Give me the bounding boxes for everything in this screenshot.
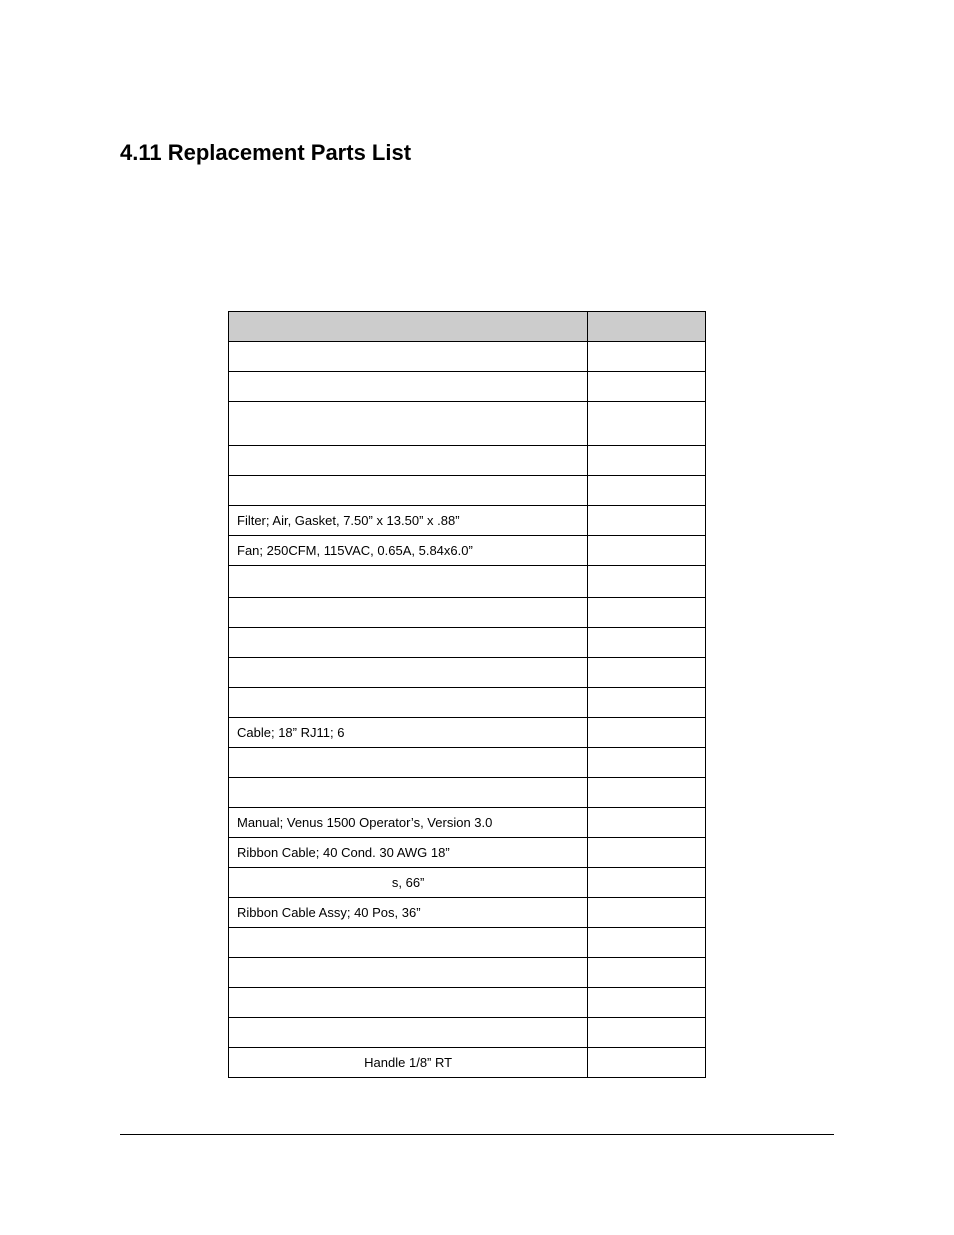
table-row — [229, 688, 706, 718]
table-row — [229, 928, 706, 958]
table-cell-partno — [588, 748, 706, 778]
table-row — [229, 342, 706, 372]
table-cell-partno — [588, 1018, 706, 1048]
table-row: Ribbon Cable Assy; 40 Pos, 36” — [229, 898, 706, 928]
table-cell-description — [229, 778, 588, 808]
table-row — [229, 778, 706, 808]
table-row — [229, 402, 706, 446]
table-cell-description: Ribbon Cable Assy; 40 Pos, 36” — [229, 898, 588, 928]
table-cell-partno — [588, 808, 706, 838]
table-cell-partno — [588, 1048, 706, 1078]
table-cell-partno — [588, 898, 706, 928]
table-cell-partno — [588, 868, 706, 898]
table-cell-description — [229, 476, 588, 506]
table-cell-description — [229, 446, 588, 476]
table-cell-description: Fan; 250CFM, 115VAC, 0.65A, 5.84x6.0” — [229, 536, 588, 566]
table-row: Cable; 18” RJ11; 6 — [229, 718, 706, 748]
table-row: Fan; 250CFM, 115VAC, 0.65A, 5.84x6.0” — [229, 536, 706, 566]
table-cell-description — [229, 988, 588, 1018]
table-cell-partno — [588, 688, 706, 718]
table-cell-description — [229, 402, 588, 446]
table-cell-partno — [588, 476, 706, 506]
table-header-description — [229, 312, 588, 342]
table-cell-partno — [588, 658, 706, 688]
table-cell-partno — [588, 628, 706, 658]
parts-table: Filter; Air, Gasket, 7.50” x 13.50” x .8… — [228, 311, 706, 1078]
section-heading: 4.11 Replacement Parts List — [120, 140, 834, 166]
table-cell-description — [229, 658, 588, 688]
table-row — [229, 598, 706, 628]
table-row — [229, 566, 706, 598]
table-cell-description — [229, 566, 588, 598]
table-cell-description: Manual; Venus 1500 Operator’s, Version 3… — [229, 808, 588, 838]
table-cell-partno — [588, 598, 706, 628]
table-cell-partno — [588, 958, 706, 988]
table-cell-description — [229, 688, 588, 718]
table-row — [229, 748, 706, 778]
table-header-row — [229, 312, 706, 342]
parts-table-container: Filter; Air, Gasket, 7.50” x 13.50” x .8… — [228, 311, 706, 1078]
table-row — [229, 372, 706, 402]
table-cell-partno — [588, 536, 706, 566]
table-cell-description: s, 66” — [229, 868, 588, 898]
table-cell-partno — [588, 446, 706, 476]
table-row — [229, 476, 706, 506]
table-row — [229, 628, 706, 658]
table-cell-description — [229, 372, 588, 402]
table-row — [229, 1018, 706, 1048]
table-cell-description — [229, 1018, 588, 1048]
table-row: Handle 1/8” RT — [229, 1048, 706, 1078]
table-row — [229, 988, 706, 1018]
table-row: Filter; Air, Gasket, 7.50” x 13.50” x .8… — [229, 506, 706, 536]
table-cell-partno — [588, 402, 706, 446]
table-cell-partno — [588, 838, 706, 868]
table-cell-description — [229, 748, 588, 778]
table-cell-partno — [588, 506, 706, 536]
table-cell-partno — [588, 342, 706, 372]
table-cell-description — [229, 342, 588, 372]
table-cell-description: Handle 1/8” RT — [229, 1048, 588, 1078]
footer-rule — [120, 1134, 834, 1135]
table-row: Manual; Venus 1500 Operator’s, Version 3… — [229, 808, 706, 838]
table-cell-description — [229, 598, 588, 628]
table-row: s, 66” — [229, 868, 706, 898]
table-row — [229, 446, 706, 476]
table-cell-partno — [588, 566, 706, 598]
table-row — [229, 958, 706, 988]
table-cell-description — [229, 958, 588, 988]
table-row — [229, 658, 706, 688]
table-cell-partno — [588, 778, 706, 808]
table-cell-description — [229, 628, 588, 658]
table-cell-description: Cable; 18” RJ11; 6 — [229, 718, 588, 748]
table-cell-partno — [588, 928, 706, 958]
table-row: Ribbon Cable; 40 Cond. 30 AWG 18” — [229, 838, 706, 868]
table-cell-description: Filter; Air, Gasket, 7.50” x 13.50” x .8… — [229, 506, 588, 536]
table-cell-description: Ribbon Cable; 40 Cond. 30 AWG 18” — [229, 838, 588, 868]
table-cell-description — [229, 928, 588, 958]
table-header-partno — [588, 312, 706, 342]
table-cell-partno — [588, 372, 706, 402]
table-cell-partno — [588, 988, 706, 1018]
table-cell-partno — [588, 718, 706, 748]
